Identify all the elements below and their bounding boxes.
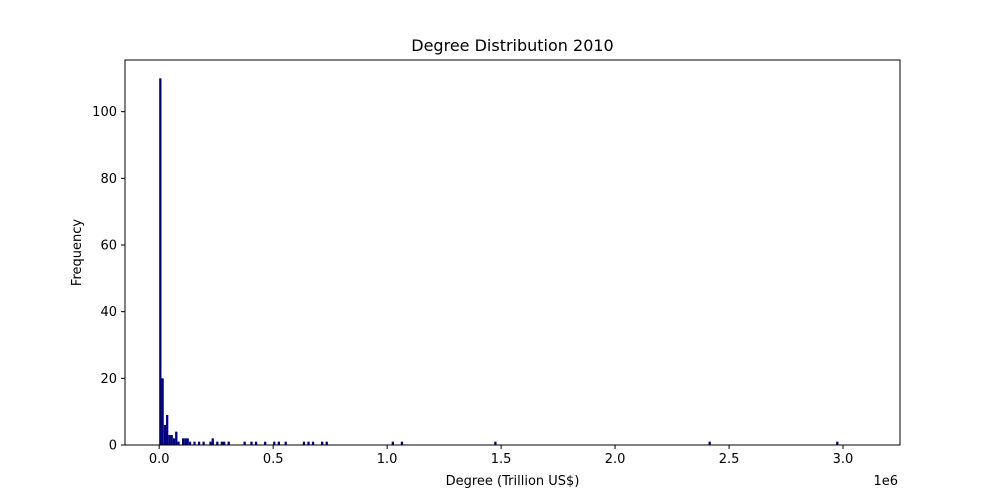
x-axis-offset-label: 1e6 [873, 474, 898, 489]
y-axis-ticks: 0 20 40 60 80 100 [92, 105, 125, 454]
histogram-bar [168, 435, 171, 445]
histogram-bar [223, 441, 226, 445]
histogram-bar [197, 441, 201, 445]
histogram-bar [836, 441, 839, 445]
histogram-bar [277, 441, 280, 445]
x-tick-label: 2.0 [605, 452, 626, 467]
x-axis-label: Degree (Trillion US$) [446, 474, 580, 489]
y-tick-label: 60 [100, 239, 117, 254]
histogram-bar [391, 441, 394, 445]
histogram-bar [181, 438, 185, 445]
histogram-bar [494, 441, 497, 445]
x-axis-ticks: 0.0 0.5 1.0 1.5 2.0 2.5 3.0 [149, 445, 854, 467]
histogram-bar [211, 438, 214, 445]
chart-title: Degree Distribution 2010 [411, 36, 613, 55]
histogram-bar [400, 441, 404, 445]
histogram-bar [159, 78, 162, 445]
histogram-bar [184, 438, 187, 445]
y-axis-label: Frequency [70, 219, 85, 286]
histogram-bar [209, 441, 212, 445]
x-tick-label: 2.5 [719, 452, 740, 467]
histogram-bar [193, 441, 196, 445]
plot-frame [124, 59, 901, 446]
y-tick-label: 20 [100, 372, 117, 387]
x-tick-label: 1.5 [491, 452, 512, 467]
y-tick-label: 80 [100, 172, 117, 187]
histogram-bar [254, 441, 258, 445]
x-tick-label: 0.0 [149, 452, 170, 467]
histogram-bar [220, 441, 224, 445]
histogram-bar [311, 441, 315, 445]
histogram-bar [325, 441, 328, 445]
histogram-bar [243, 441, 246, 445]
x-tick-label: 1.0 [377, 452, 398, 467]
histogram-bar [216, 441, 219, 445]
histogram-bar [321, 441, 324, 445]
x-tick-label: 0.5 [263, 452, 284, 467]
histogram-bar [307, 441, 310, 445]
histogram-bar [170, 435, 173, 445]
histogram-bar [202, 441, 205, 445]
histogram-bar [161, 378, 164, 445]
y-tick-label: 40 [100, 305, 117, 320]
y-tick-label: 100 [92, 105, 117, 120]
histogram-bar [163, 425, 167, 445]
histogram-bar [227, 441, 230, 445]
histogram-bar [708, 441, 711, 445]
histogram-bar [264, 441, 267, 445]
x-tick-label: 3.0 [833, 452, 854, 467]
histogram-bar [188, 441, 192, 445]
histogram-bar [166, 415, 169, 445]
histogram-bar [175, 431, 178, 445]
histogram-bar [302, 441, 306, 445]
histogram-bar [172, 438, 176, 445]
histogram-bar [177, 441, 180, 445]
histogram-bar [250, 441, 253, 445]
histogram-bar [273, 441, 276, 445]
histogram-bar [284, 441, 287, 445]
histogram-bar [186, 438, 189, 445]
y-tick-label: 0 [109, 439, 117, 454]
bars-group [159, 78, 839, 445]
